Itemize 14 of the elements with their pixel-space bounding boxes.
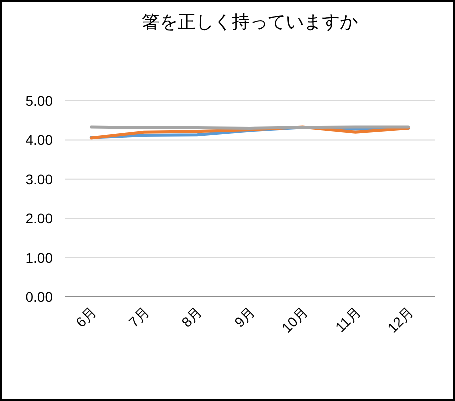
x-tick-label: 8月 xyxy=(178,304,206,331)
x-tick-label: 9月 xyxy=(231,304,258,331)
x-tick-label: 7月 xyxy=(126,304,152,331)
y-tick-label: 1.00 xyxy=(26,250,54,266)
y-tick-label: 4.00 xyxy=(26,132,54,148)
x-tick-label: 10月 xyxy=(278,304,311,336)
x-tick-label: 6月 xyxy=(72,304,100,331)
chart-title: 箸を正しく持っていますか xyxy=(142,12,358,32)
x-tick-label: 12月 xyxy=(384,304,417,336)
y-tick-label: 2.00 xyxy=(26,210,54,227)
y-tick-label: 3.00 xyxy=(26,171,54,188)
y-tick-label: 5.00 xyxy=(26,93,54,109)
y-tick-label: 0.00 xyxy=(26,289,54,305)
x-tick-label: 11月 xyxy=(332,304,364,336)
